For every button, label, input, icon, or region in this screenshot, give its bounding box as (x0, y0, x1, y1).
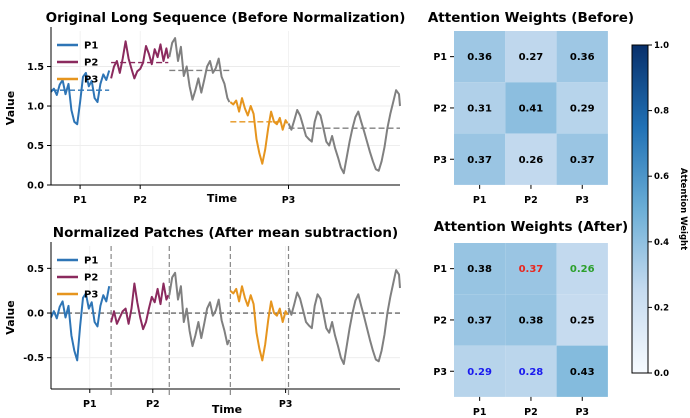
y-tick-label: 0.5 (27, 141, 44, 152)
x-axis-label: Time (212, 403, 242, 416)
heatmap-col-label: P1 (473, 407, 487, 418)
series-line (110, 40, 170, 80)
x-tick-label: P1 (73, 195, 87, 206)
series-line (287, 89, 401, 175)
heatmap-col-label: P3 (575, 407, 589, 418)
heatmap-cell (505, 31, 557, 83)
heatmap-row-label: P2 (433, 103, 447, 114)
legend-label: P3 (84, 75, 98, 86)
heatmap-cell (556, 345, 608, 397)
heatmap-cell-value: 0.37 (467, 155, 492, 166)
heatmap-cell-value: 0.38 (519, 315, 544, 326)
heatmap-cell-value: 0.26 (519, 155, 544, 166)
y-tick-label: -0.5 (23, 353, 44, 364)
heatmap-cell (556, 82, 608, 134)
heatmap-title: Attention Weights (After) (434, 219, 628, 235)
heatmap-cell-value: 0.29 (467, 367, 492, 378)
y-axis-label: Value (4, 91, 17, 125)
heatmap-row-label: P3 (433, 155, 447, 166)
heatmap-cell-value: 0.28 (519, 367, 544, 378)
y-tick-label: 0.0 (27, 309, 44, 320)
heatmap-cell (505, 243, 557, 295)
heatmap-cell (556, 243, 608, 295)
series-line (229, 97, 289, 165)
series-line (229, 285, 289, 362)
heatmap-cell-value: 0.36 (570, 52, 595, 63)
colorbar-tick-label: 0.6 (654, 172, 669, 182)
heatmap-cell-value: 0.25 (570, 315, 595, 326)
x-tick-label: P3 (282, 195, 296, 206)
heatmap-row-label: P1 (433, 52, 447, 63)
heatmap-col-label: P1 (473, 195, 487, 206)
colorbar-tick-label: 0.2 (654, 303, 669, 313)
colorbar (631, 44, 649, 374)
heatmap-row-label: P2 (433, 315, 447, 326)
legend-label: P1 (84, 256, 98, 267)
colorbar-tick-label: 0.0 (654, 369, 669, 379)
heatmap-cell (454, 31, 506, 83)
heatmap-cell (556, 31, 608, 83)
legend-label: P3 (84, 290, 98, 301)
heatmap-col-label: P3 (575, 195, 589, 206)
series-line (168, 271, 231, 348)
heatmap-cell (505, 294, 557, 346)
heatmap-row-label: P1 (433, 264, 447, 275)
heatmap-cell-value: 0.38 (467, 264, 492, 275)
series-line (168, 37, 231, 103)
series-line (50, 70, 111, 126)
series-line (50, 286, 111, 362)
series-line (110, 282, 170, 331)
heatmap-cell (556, 294, 608, 346)
legend-label: P2 (84, 58, 98, 69)
x-axis-label: Time (207, 192, 237, 205)
chart-title: Normalized Patches (After mean subtracti… (53, 225, 398, 241)
heatmap-cell-value: 0.29 (570, 103, 595, 114)
chart-title: Original Long Sequence (Before Normaliza… (46, 10, 406, 26)
x-tick-label: P2 (133, 195, 147, 206)
heatmap-cell-value: 0.26 (570, 264, 595, 275)
heatmap-cell (454, 294, 506, 346)
colorbar-tick-label: 0.8 (654, 107, 669, 117)
x-tick-label: P1 (83, 399, 97, 410)
y-tick-label: 1.0 (27, 102, 44, 113)
heatmap-cell-value: 0.41 (519, 103, 544, 114)
heatmap-cell (556, 133, 608, 185)
heatmap-title: Attention Weights (Before) (428, 10, 634, 26)
colorbar-label: Attention Weight (678, 168, 688, 250)
colorbar-tick-label: 1.0 (654, 41, 669, 51)
y-tick-label: 0.5 (27, 264, 44, 275)
heatmap-cell-value: 0.27 (519, 52, 544, 63)
heatmap-cell (454, 133, 506, 185)
heatmap-cell (454, 243, 506, 295)
heatmap-cell (454, 345, 506, 397)
legend-label: P2 (84, 273, 98, 284)
y-tick-label: 0.0 (27, 181, 44, 192)
heatmap-cell-value: 0.31 (467, 103, 492, 114)
heatmap-cell-value: 0.36 (467, 52, 492, 63)
heatmap-col-label: P2 (524, 407, 538, 418)
heatmap-cell (505, 133, 557, 185)
heatmap-cell-value: 0.37 (467, 315, 492, 326)
heatmap-cell (454, 82, 506, 134)
heatmap-cell-value: 0.37 (570, 155, 595, 166)
heatmap-col-label: P2 (524, 195, 538, 206)
heatmap-row-label: P3 (433, 367, 447, 378)
heatmap-cell-value: 0.43 (570, 367, 595, 378)
heatmap-cell (505, 345, 557, 397)
heatmap-cell-value: 0.37 (519, 264, 544, 275)
series-line (287, 269, 401, 365)
y-tick-label: 1.5 (27, 62, 44, 73)
x-tick-label: P3 (279, 399, 293, 410)
colorbar-tick-label: 0.4 (654, 238, 669, 248)
heatmap-cell (505, 82, 557, 134)
legend-label: P1 (84, 41, 98, 52)
y-axis-label: Value (4, 300, 17, 334)
x-tick-label: P2 (146, 399, 160, 410)
